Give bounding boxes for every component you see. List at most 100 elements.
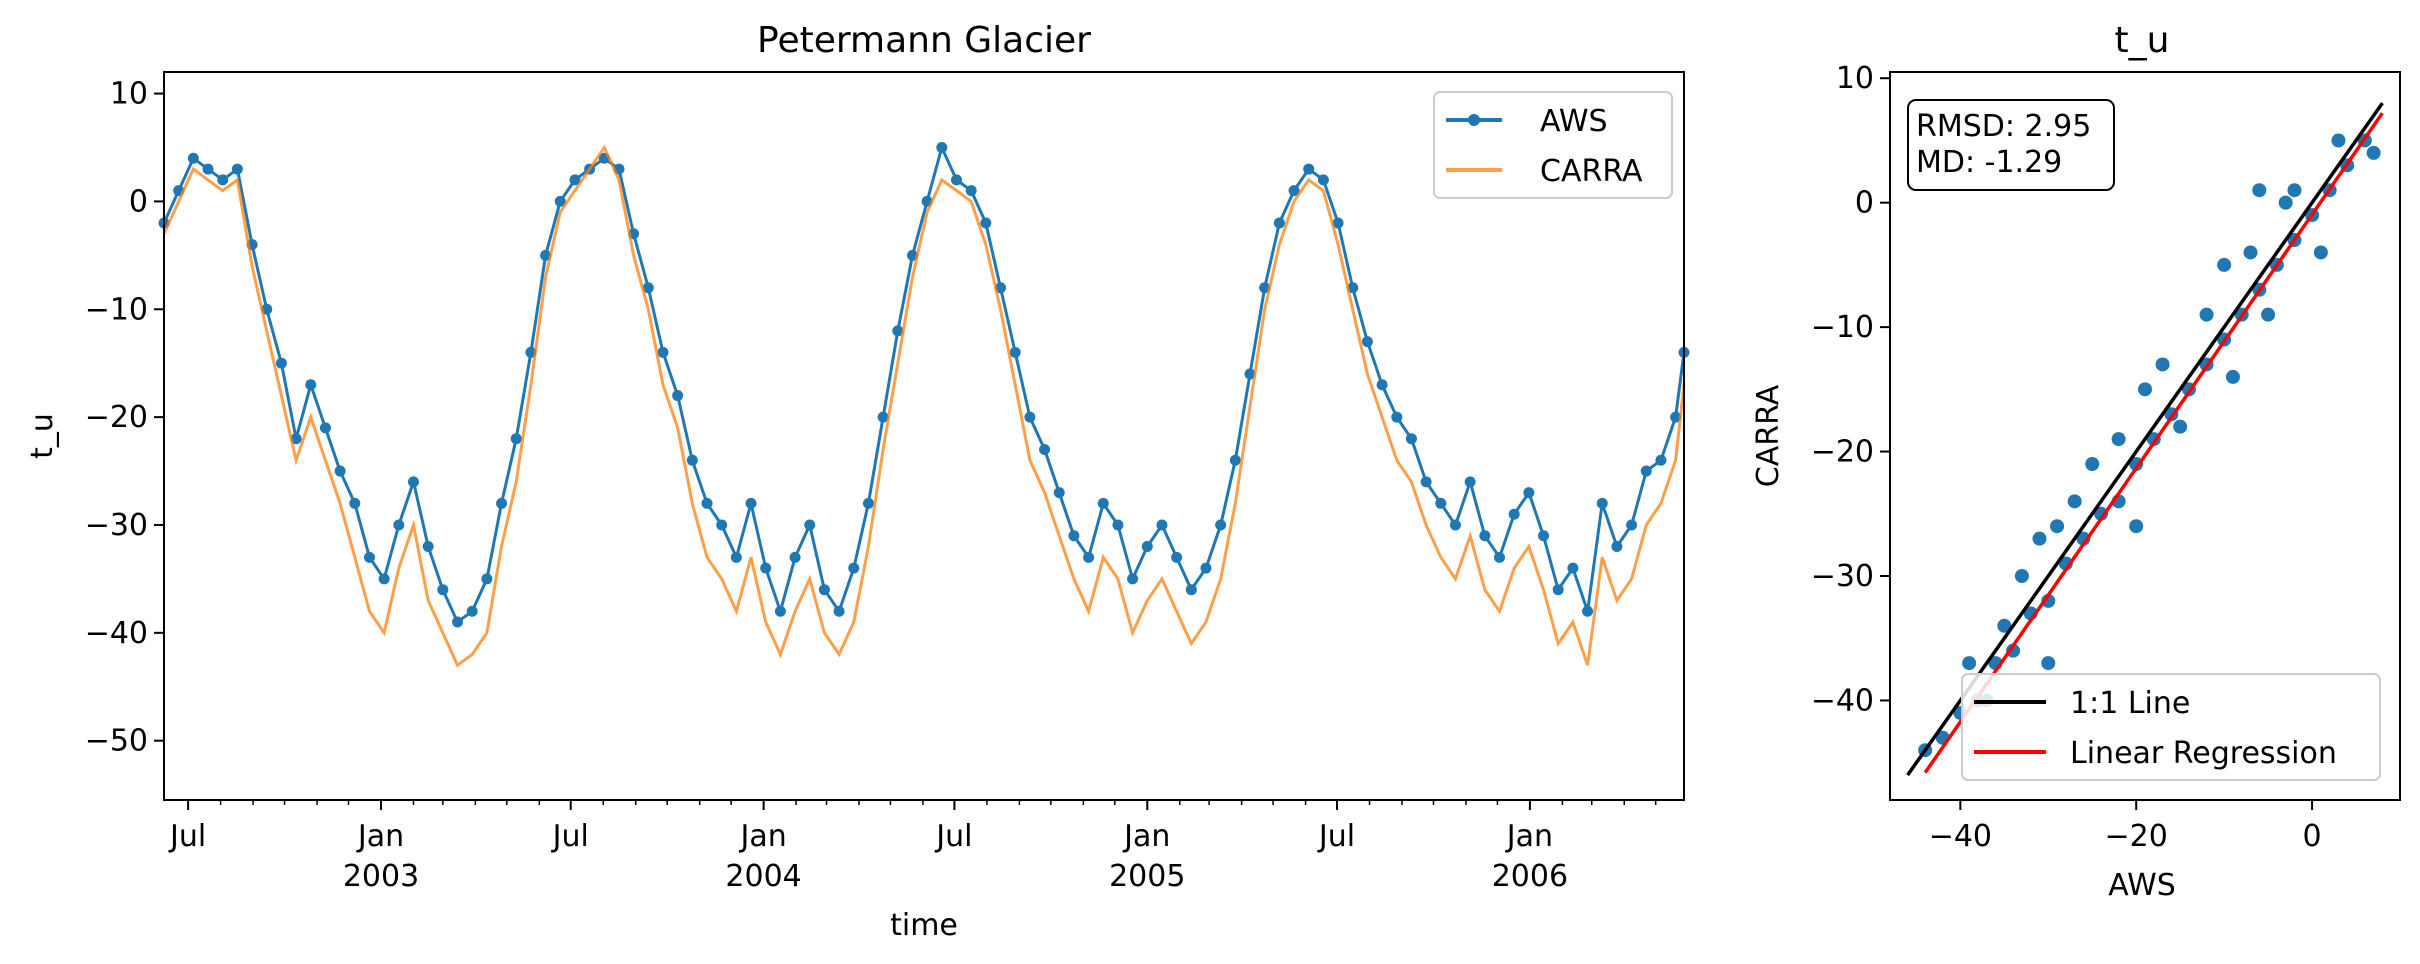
- ts-xtick-label: Jan: [356, 819, 404, 854]
- timeseries-x-label: time: [890, 908, 958, 943]
- series-aws-point: [804, 519, 816, 531]
- timeseries-x-ticks: Jul Jan 2003 Jul Jan 2004 Jul Jan 2005 Jul Jan 2006: [168, 800, 1657, 894]
- ts-xtick-label: Jan: [738, 819, 786, 854]
- scatter-point: [2252, 183, 2267, 198]
- series-aws-point: [1552, 584, 1564, 596]
- series-aws-point: [1288, 185, 1300, 197]
- timeseries-axes-frame: [163, 71, 1685, 801]
- series-aws-point: [1097, 497, 1109, 509]
- series-aws-point: [1200, 562, 1212, 574]
- series-aws-point: [466, 605, 478, 617]
- scatter-panel: t_u 10 0 −10 −20 −30 −40 −40 −20 0 CARRA AWS RM…: [1751, 20, 2401, 903]
- series-aws-point: [407, 476, 419, 488]
- series-aws-point: [393, 519, 405, 531]
- scatter-point: [2261, 307, 2276, 322]
- scatter-point: [2067, 494, 2082, 509]
- scatter-point: [2155, 357, 2170, 372]
- stats-box-frame: [1907, 99, 2115, 191]
- ts-xtick-label: Jul: [551, 819, 589, 854]
- series-aws-point: [1626, 519, 1638, 531]
- scatter-point: [2217, 257, 2232, 272]
- series-aws-point: [672, 390, 684, 402]
- ts-xtick-year: 2003: [343, 859, 419, 894]
- series-aws-point: [1303, 163, 1315, 175]
- stats-box: RMSD: 2.95 MD: -1.29: [1907, 99, 2115, 191]
- ts-xtick-year: 2004: [725, 859, 801, 894]
- series-aws-point: [305, 379, 317, 391]
- series-aws-point: [1317, 174, 1329, 186]
- series-aws-point: [1273, 217, 1285, 229]
- scatter-point: [2129, 519, 2144, 534]
- ts-ytick-label: −20: [85, 400, 148, 435]
- ts-xtick-label: Jul: [1317, 819, 1355, 854]
- series-aws-point: [1024, 411, 1036, 423]
- series-aws-point: [1141, 541, 1153, 553]
- series-aws-point: [1449, 519, 1461, 531]
- series-aws-point: [1494, 551, 1506, 563]
- series-aws-point: [1039, 443, 1051, 455]
- series-aws-point: [701, 497, 713, 509]
- oneone-line: [1906, 102, 2384, 777]
- scatter-point: [2050, 519, 2065, 534]
- scatter-y-ticks: 10 0 −10 −20 −30 −40: [1811, 61, 1890, 718]
- series-aws-point: [745, 497, 757, 509]
- scatter-point: [1997, 618, 2012, 633]
- scatter-point: [2199, 307, 2214, 322]
- scatter-point: [2138, 382, 2152, 397]
- ts-ytick-label: −10: [85, 292, 148, 327]
- ts-xtick-year: 2005: [1109, 859, 1185, 894]
- stats-rmsd: RMSD: 2.95: [1916, 109, 2091, 144]
- series-aws-point: [334, 465, 346, 477]
- sc-xtick-label: −20: [2105, 819, 2168, 854]
- series-aws-point: [1347, 282, 1359, 294]
- series-aws-point: [789, 551, 801, 563]
- series-aws-point: [554, 195, 566, 207]
- scatter-plot-area: [1906, 102, 2384, 777]
- series-aws-point: [378, 573, 390, 585]
- series-aws-point: [1611, 541, 1623, 553]
- timeseries-title: Petermann Glacier: [757, 20, 1091, 61]
- sc-ytick-label: 0: [1855, 186, 1874, 221]
- series-aws-point: [1185, 584, 1197, 596]
- series-aws-point: [1464, 476, 1476, 488]
- scatter-point: [2243, 245, 2258, 260]
- series-aws-point: [642, 282, 654, 294]
- series-aws-point: [1215, 519, 1227, 531]
- ts-xtick-label: Jul: [168, 819, 206, 854]
- sc-ytick-label: −30: [1811, 559, 1874, 594]
- scatter-legend-box: [1961, 673, 2381, 781]
- series-aws-point: [1332, 217, 1344, 229]
- series-aws-point: [510, 433, 522, 445]
- series-aws-point: [1259, 282, 1271, 294]
- scatter-point: [2094, 506, 2109, 521]
- series-aws-point: [481, 573, 493, 585]
- timeseries-plot-area: [158, 141, 1690, 668]
- series-aws-point: [349, 497, 361, 509]
- sc-ytick-label: −10: [1811, 310, 1874, 345]
- series-aws-point: [202, 163, 214, 175]
- series-aws-point: [1670, 411, 1682, 423]
- sc-ytick-label: 10: [1836, 61, 1874, 96]
- series-aws-point: [657, 346, 669, 358]
- stats-md: MD: -1.29: [1916, 145, 2062, 180]
- scatter-point: [2278, 195, 2293, 210]
- series-aws-point: [1376, 379, 1388, 391]
- series-aws-point: [1127, 573, 1139, 585]
- sc-xtick-label: −40: [1929, 819, 1992, 854]
- series-aws-point: [319, 422, 331, 434]
- legend-carra-label: CARRA: [1540, 154, 1643, 189]
- scatter-point: [2173, 419, 2188, 434]
- series-aws-point: [1508, 508, 1520, 520]
- ts-xtick-year: 2006: [1492, 859, 1568, 894]
- timeseries-y-ticks: 10 0 −10 −20 −30 −40 −50: [85, 77, 164, 759]
- ts-ytick-label: −40: [85, 616, 148, 651]
- ts-xtick-label: Jan: [1505, 819, 1553, 854]
- series-aws-point: [980, 217, 992, 229]
- series-aws-point: [1479, 530, 1491, 542]
- series-aws-point: [1435, 497, 1447, 509]
- series-aws-point: [877, 411, 889, 423]
- ts-ytick-label: 10: [110, 77, 148, 112]
- series-aws-point: [1229, 454, 1241, 466]
- ts-xtick-label: Jan: [1122, 819, 1170, 854]
